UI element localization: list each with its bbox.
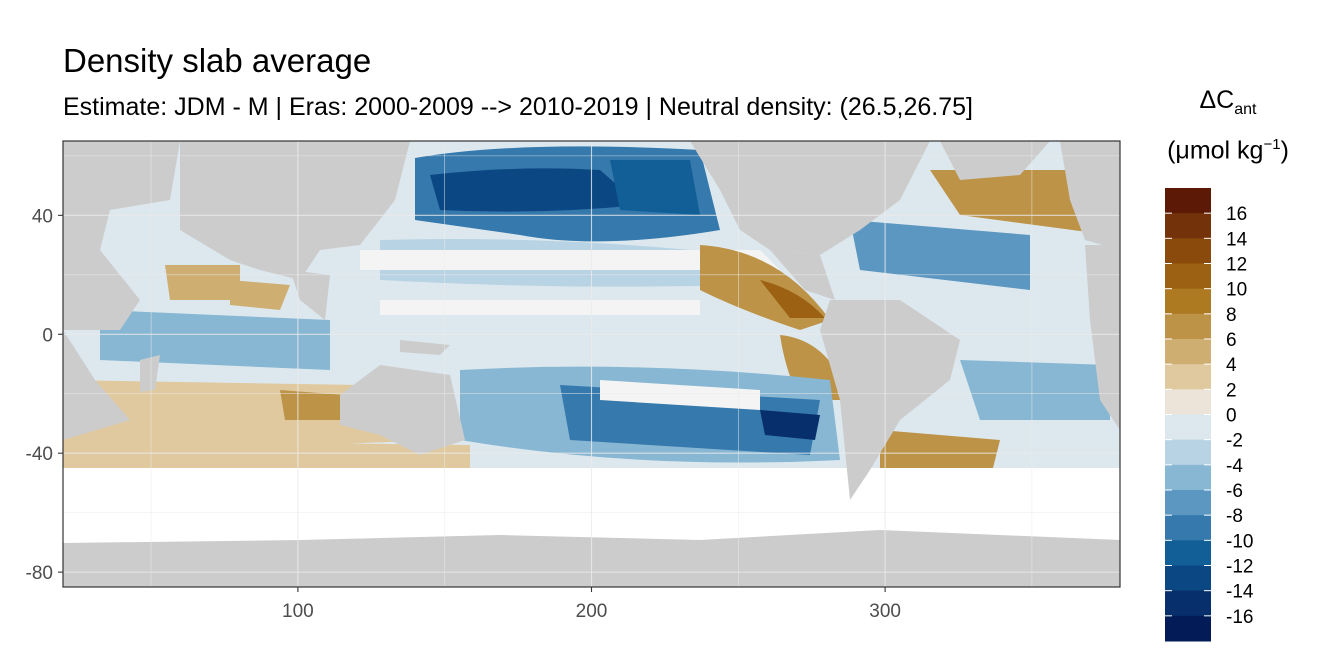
legend-swatch	[1165, 238, 1211, 264]
legend-swatch	[1165, 263, 1211, 290]
legend-swatch	[1165, 615, 1211, 642]
legend-title-sub: ant	[1234, 101, 1257, 118]
chart-subtitle: Estimate: JDM - M | Eras: 2000-2009 --> …	[63, 93, 973, 121]
land-new-guinea	[400, 340, 450, 355]
legend-label: 6	[1226, 330, 1237, 351]
legend-swatch	[1165, 389, 1211, 415]
land-africa-right	[1085, 245, 1120, 430]
patch-west-pacific-white	[360, 250, 780, 270]
patch-north-atlantic-blue	[850, 220, 1030, 290]
legend-unit-prefix: (μmol kg	[1167, 136, 1264, 165]
patch-south-pacific-white	[600, 380, 760, 410]
legend-label: -6	[1226, 481, 1243, 502]
y-tick-label: 40	[32, 206, 53, 227]
legend-swatch	[1165, 313, 1211, 340]
legend-swatch	[1165, 364, 1211, 390]
legend-swatch	[1165, 414, 1211, 441]
patch-indian-blue	[100, 310, 330, 370]
legend-label: -14	[1226, 582, 1254, 603]
legend-swatch	[1165, 439, 1211, 466]
land-africa	[63, 141, 180, 330]
legend-swatch	[1165, 490, 1211, 516]
legend-title: ΔCant	[1158, 86, 1298, 119]
patch-west-pacific-white-2	[380, 300, 700, 315]
land-north-america	[690, 141, 930, 255]
legend-label: 4	[1226, 355, 1237, 376]
chart-title: Density slab average	[63, 42, 372, 79]
legend-label: 0	[1226, 406, 1237, 427]
map-panel	[63, 141, 1120, 587]
legend-swatch	[1165, 213, 1211, 239]
patch-south-atlantic-warm	[880, 430, 1000, 480]
legend-swatch	[1165, 590, 1211, 617]
x-tick-label: 200	[576, 601, 608, 622]
patch-east-pacific-warm-core	[760, 280, 825, 318]
legend-label: -10	[1226, 531, 1253, 552]
patch-arabian-warm	[165, 265, 240, 300]
land-africa-south	[63, 330, 130, 440]
legend-label: -12	[1226, 557, 1253, 578]
legend-unit-sup: −1	[1263, 136, 1281, 153]
legend-unit: (μmol kg−1)	[1158, 136, 1298, 165]
land-madagascar	[140, 355, 160, 392]
land-greenland	[940, 141, 1050, 180]
legend-label: 2	[1226, 380, 1237, 401]
y-axis: 40 0 -40 -80	[26, 206, 63, 584]
land-australia	[340, 365, 465, 455]
patch-bengal-warm	[230, 280, 290, 310]
x-tick-label: 100	[282, 601, 314, 622]
patch-south-pacific-core	[760, 410, 820, 440]
patch-north-atlantic-warm	[930, 170, 1110, 235]
legend-label: 8	[1226, 305, 1237, 326]
legend-title-main: ΔC	[1199, 86, 1235, 114]
land-masses	[63, 141, 1120, 587]
legend-label: -8	[1226, 506, 1243, 527]
legend-label: 14	[1226, 229, 1248, 250]
legend-label: 12	[1226, 255, 1247, 276]
land-indochina	[290, 270, 330, 320]
legend-unit-suffix: )	[1280, 136, 1289, 165]
y-tick-label: -80	[26, 563, 53, 584]
x-tick-label: 300	[869, 601, 901, 622]
patch-north-pacific-core	[430, 168, 640, 212]
legend-swatch	[1165, 339, 1211, 365]
legend-label: -4	[1226, 456, 1243, 477]
legend-swatch	[1165, 515, 1211, 541]
legend-label: 16	[1226, 204, 1247, 225]
patch-south-atlantic-blue	[960, 360, 1110, 420]
grid-overlay	[63, 141, 1120, 587]
y-tick-label: 0	[42, 325, 53, 346]
legend-swatch	[1165, 565, 1211, 592]
legend-swatch	[1165, 288, 1211, 315]
legend-label: -16	[1226, 607, 1253, 628]
patch-north-pacific-east	[610, 160, 700, 215]
x-axis: 100 200 300	[282, 587, 901, 622]
legend-label: -2	[1226, 431, 1243, 452]
y-tick-label: -40	[26, 444, 53, 465]
land-europe	[1060, 141, 1120, 250]
land-south-america	[820, 300, 960, 500]
legend-swatch	[1165, 464, 1211, 491]
land-eurasia	[180, 141, 410, 280]
patch-southern-warm	[63, 440, 470, 468]
color-legend: 16 14 12 10 8 6 4 2 0 -2 -4 -6 -8 -10 -12 -14 -16	[1165, 188, 1254, 642]
legend-swatch	[1165, 188, 1211, 214]
legend-label: 10	[1226, 280, 1247, 301]
legend-swatch	[1165, 540, 1211, 566]
